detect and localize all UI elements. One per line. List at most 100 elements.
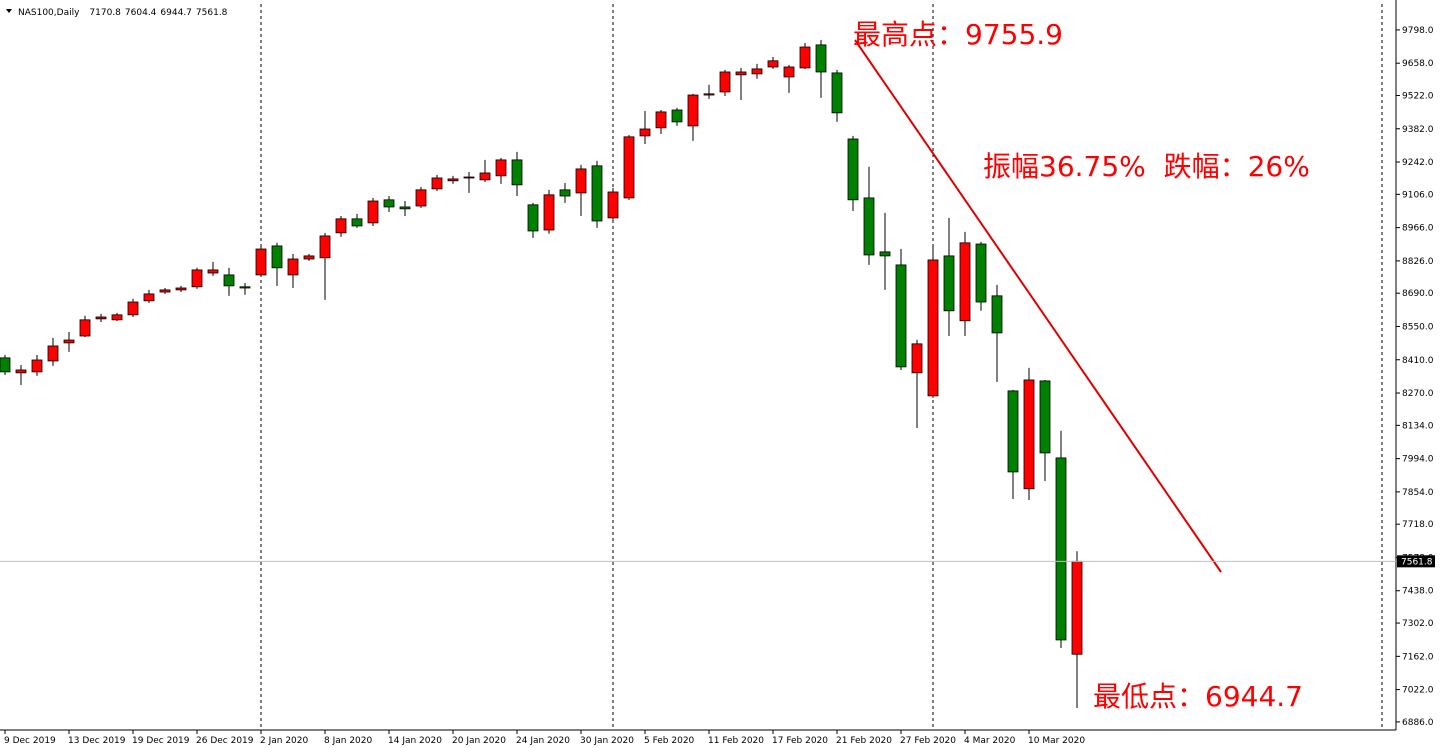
candle-body xyxy=(287,258,299,276)
y-tick-label: 8826.0 xyxy=(1402,257,1434,267)
candle-body xyxy=(1071,560,1083,655)
candle-body xyxy=(975,243,987,303)
candle-body xyxy=(415,189,427,207)
price-label-bg xyxy=(1397,555,1435,568)
candle-body xyxy=(1023,379,1035,490)
x-tick-label: 14 Jan 2020 xyxy=(388,736,442,746)
x-tick-label: 20 Jan 2020 xyxy=(452,736,506,746)
candle-body xyxy=(111,314,123,321)
candle-body xyxy=(511,159,523,186)
candle-body xyxy=(559,189,571,197)
candle-body xyxy=(911,343,923,374)
x-tick-label: 26 Dec 2019 xyxy=(196,736,254,746)
candle-body xyxy=(831,72,843,114)
candle-body xyxy=(383,199,395,208)
candle-body xyxy=(607,191,619,219)
candle-body xyxy=(335,218,347,234)
ohlc-close: 7561.8 xyxy=(196,8,228,18)
candle-body xyxy=(319,235,331,259)
ohlc-open: 7170.8 xyxy=(89,8,121,18)
candle-body xyxy=(79,319,91,337)
candle-body xyxy=(15,369,27,374)
candle-body xyxy=(527,204,539,232)
candle-body xyxy=(799,46,811,69)
annotation: 振幅36.75% 跌幅：26% xyxy=(983,150,1310,183)
candle-body xyxy=(735,71,747,76)
candle-body xyxy=(927,259,939,397)
x-tick-label: 30 Jan 2020 xyxy=(580,736,634,746)
candle-body xyxy=(159,289,171,293)
x-tick-label: 8 Jan 2020 xyxy=(324,736,372,746)
candle-body xyxy=(575,168,587,194)
y-tick-label: 9522.0 xyxy=(1402,91,1434,101)
candle-body xyxy=(127,301,139,316)
menu-arrow xyxy=(6,9,12,13)
candle-body xyxy=(255,248,267,276)
ohlc-low: 6944.7 xyxy=(160,8,192,18)
candle-body xyxy=(863,197,875,256)
y-tick-label: 8270.0 xyxy=(1402,389,1434,399)
x-tick-label: 11 Feb 2020 xyxy=(708,736,764,746)
candle-body xyxy=(399,206,411,210)
candle-body xyxy=(671,109,683,123)
candle-body xyxy=(1039,380,1051,454)
candle-body xyxy=(175,287,187,291)
candle-body xyxy=(591,165,603,222)
x-tick-label: 27 Feb 2020 xyxy=(900,736,956,746)
y-tick-label: 9382.0 xyxy=(1402,125,1434,135)
trend-line xyxy=(854,39,1222,573)
candle-body xyxy=(815,44,827,73)
candle-body xyxy=(639,128,651,137)
candle-body xyxy=(895,264,907,368)
symbol: NAS100,Daily xyxy=(18,8,80,18)
x-tick-label: 19 Dec 2019 xyxy=(132,736,190,746)
x-tick-label: 17 Feb 2020 xyxy=(772,736,828,746)
ohlc-high: 7604.4 xyxy=(125,8,157,18)
x-tick-label: 10 Mar 2020 xyxy=(1028,736,1085,746)
y-tick-label: 7162.0 xyxy=(1402,652,1434,662)
candle-body xyxy=(703,93,715,96)
x-tick-label: 2 Jan 2020 xyxy=(260,736,308,746)
candle-body xyxy=(447,178,459,182)
y-tick-label: 7302.0 xyxy=(1402,619,1434,629)
x-tick-label: 21 Feb 2020 xyxy=(836,736,892,746)
candle-body xyxy=(303,255,315,260)
candle-body xyxy=(47,345,59,362)
y-tick-label: 9242.0 xyxy=(1402,158,1434,168)
y-tick-label: 7854.0 xyxy=(1402,488,1434,498)
x-tick-label: 5 Feb 2020 xyxy=(644,736,695,746)
candle-body xyxy=(351,218,363,227)
candle-body xyxy=(495,159,507,177)
candle-body xyxy=(239,286,251,289)
candle-body xyxy=(1055,457,1067,641)
candle-body xyxy=(543,194,555,231)
candle-body xyxy=(879,251,891,257)
candle-body xyxy=(0,357,11,373)
candle-body xyxy=(431,177,443,190)
candle-body xyxy=(767,60,779,68)
x-tick-label: 4 Mar 2020 xyxy=(964,736,1016,746)
candle-body xyxy=(223,274,235,287)
candle-body xyxy=(463,176,475,179)
y-tick-label: 6886.0 xyxy=(1402,718,1434,728)
candle-body xyxy=(1007,390,1019,473)
y-tick-label: 8966.0 xyxy=(1402,224,1434,234)
y-tick-label: 8550.0 xyxy=(1402,322,1434,332)
candle-body xyxy=(719,71,731,93)
y-tick-label: 8134.0 xyxy=(1402,421,1434,431)
candle-body xyxy=(959,242,971,322)
candle-body xyxy=(751,68,763,75)
y-tick-label: 9106.0 xyxy=(1402,190,1434,200)
y-tick-label: 7022.0 xyxy=(1402,686,1434,696)
candle-body xyxy=(991,295,1003,334)
y-tick-label: 7718.0 xyxy=(1402,520,1434,530)
y-tick-label: 7994.0 xyxy=(1402,455,1434,465)
header: NAS100,Daily 7170.8 7604.4 6944.7 7561.8 xyxy=(18,8,228,18)
candle-body xyxy=(95,316,107,320)
candle-body xyxy=(943,255,955,312)
annotation: 最低点：6944.7 xyxy=(1093,680,1303,713)
candle-body xyxy=(687,94,699,127)
